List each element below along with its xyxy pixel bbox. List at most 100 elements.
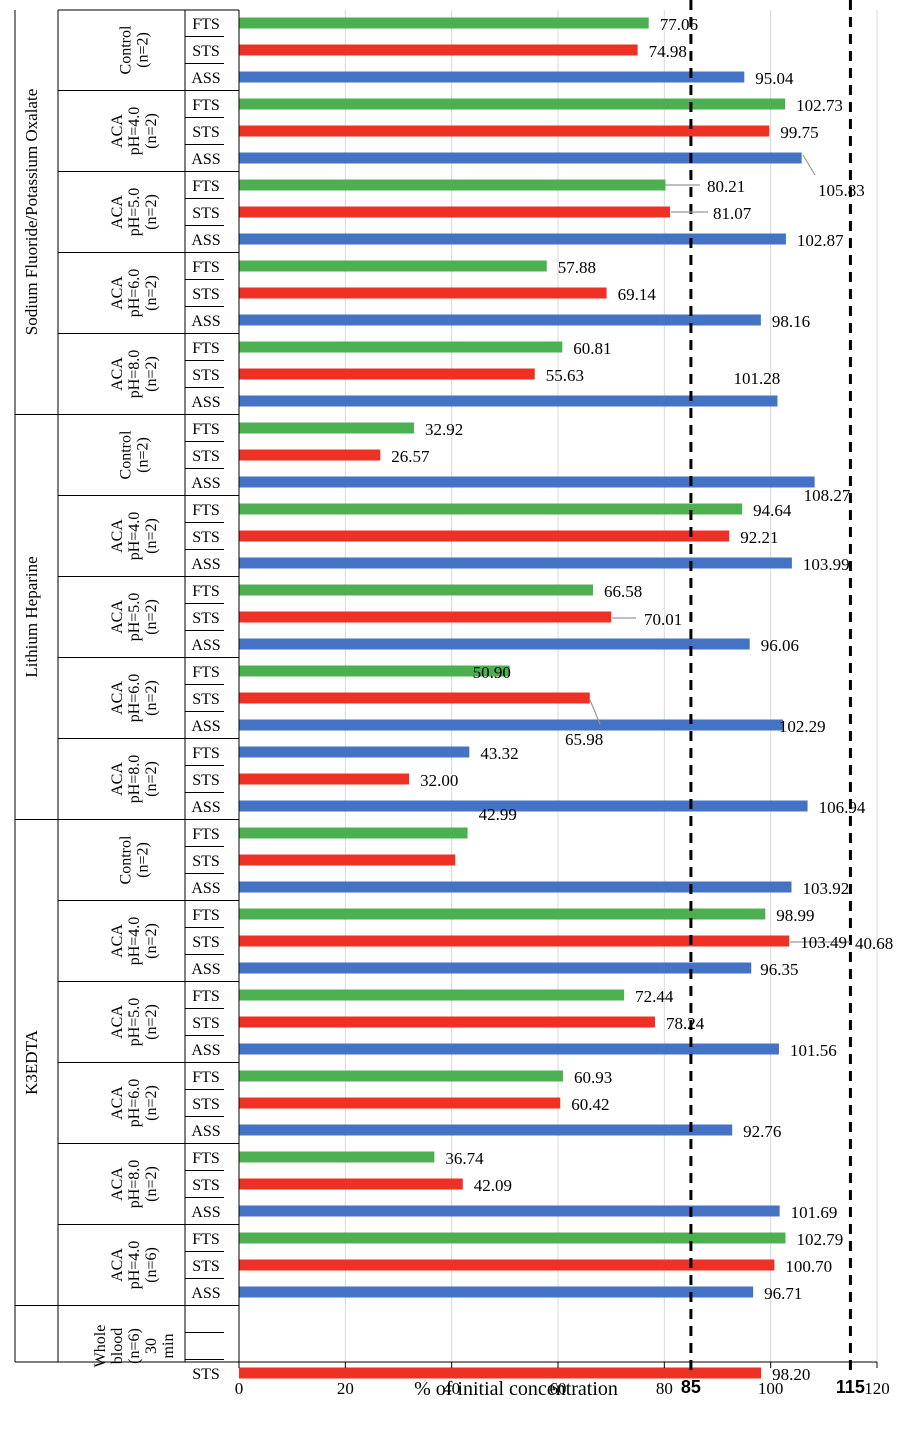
data-label: 77.06 bbox=[660, 15, 698, 34]
data-label: 43.32 bbox=[480, 744, 518, 763]
data-label: 32.92 bbox=[425, 420, 463, 439]
reference-label-115: 115 bbox=[836, 1377, 865, 1397]
bar-sts bbox=[239, 287, 607, 299]
data-label: 96.71 bbox=[764, 1284, 802, 1303]
data-label: 26.57 bbox=[391, 447, 430, 466]
subgroup-label: ACA bbox=[109, 1005, 126, 1039]
subgroup-label: pH=8.0 bbox=[126, 1160, 143, 1209]
subgroup-label: pH=6.0 bbox=[126, 674, 143, 723]
bar-sts bbox=[239, 611, 612, 623]
category-label: ASS bbox=[191, 232, 220, 249]
subgroup-label: (n=2) bbox=[143, 518, 160, 554]
bar-ass bbox=[239, 719, 783, 731]
bar-sts bbox=[239, 1259, 775, 1271]
category-label: STS bbox=[192, 1366, 220, 1383]
subgroup-label: min bbox=[160, 1334, 177, 1359]
bar-ass bbox=[239, 233, 786, 245]
data-label: 60.42 bbox=[571, 1095, 609, 1114]
bar-fts bbox=[239, 422, 415, 434]
subgroup-label: (n=6) bbox=[143, 1247, 160, 1283]
category-label: FTS bbox=[192, 502, 220, 519]
data-label: 40.68 bbox=[855, 934, 893, 953]
subgroup-label: pH=5.0 bbox=[126, 998, 143, 1047]
subgroup-label: ACA bbox=[109, 924, 126, 958]
subgroup-label: pH=6.0 bbox=[126, 1079, 143, 1128]
bar-sts bbox=[239, 449, 381, 461]
category-label: ASS bbox=[191, 70, 220, 87]
x-tick-label: 60 bbox=[550, 1379, 567, 1398]
category-label: FTS bbox=[192, 988, 220, 1005]
bar-sts bbox=[239, 692, 590, 704]
bar-ass bbox=[239, 71, 745, 83]
bar-sts bbox=[239, 935, 790, 947]
bar-sts bbox=[239, 854, 456, 866]
category-label: STS bbox=[192, 529, 220, 546]
data-label: 102.29 bbox=[779, 717, 826, 736]
subgroup-label: ACA bbox=[109, 276, 126, 310]
data-label: 66.58 bbox=[604, 582, 642, 601]
x-tick-label: 0 bbox=[235, 1379, 244, 1398]
x-tick-label: 40 bbox=[443, 1379, 460, 1398]
category-label: FTS bbox=[192, 826, 220, 843]
x-axis: 0 20 40 60 80 100 120 bbox=[15, 1361, 890, 1398]
bar-sts bbox=[239, 1367, 762, 1379]
bar-ass bbox=[239, 314, 761, 326]
bar-fts bbox=[239, 908, 766, 920]
bar-ass bbox=[239, 881, 792, 893]
subgroup-label: (n=2) bbox=[143, 761, 160, 797]
leader-line bbox=[802, 154, 816, 176]
bar-fts bbox=[239, 1232, 786, 1244]
bar-ass bbox=[239, 638, 750, 650]
group-label: K3EDTA bbox=[22, 1029, 41, 1094]
bar-fts bbox=[239, 665, 510, 677]
bar-fts bbox=[239, 260, 547, 272]
data-label: 50.90 bbox=[473, 663, 511, 682]
data-label: 42.09 bbox=[474, 1176, 512, 1195]
subgroup-label: pH=4.0 bbox=[126, 917, 143, 966]
category-label: FTS bbox=[192, 745, 220, 762]
bar-fts bbox=[239, 17, 649, 29]
x-tick-label: 80 bbox=[656, 1379, 673, 1398]
subgroup-label: ACA bbox=[109, 762, 126, 796]
subgroup-label: (n=2) bbox=[143, 599, 160, 635]
category-label: STS bbox=[192, 1258, 220, 1275]
category-label: ASS bbox=[191, 799, 220, 816]
subgroup-label: pH=8.0 bbox=[126, 755, 143, 804]
category-label: ASS bbox=[191, 1285, 220, 1302]
bar-fts bbox=[239, 98, 786, 110]
category-label: FTS bbox=[192, 421, 220, 438]
subgroup-label: pH=4.0 bbox=[126, 512, 143, 561]
category-label: ASS bbox=[191, 556, 220, 573]
subgroup-label: blood bbox=[109, 1328, 126, 1364]
category-label: FTS bbox=[192, 97, 220, 114]
subgroup-label: (n=2) bbox=[135, 32, 152, 68]
bar-ass bbox=[239, 962, 752, 974]
subgroup-label: ACA bbox=[109, 600, 126, 634]
x-axis-label: % of initial concentration bbox=[414, 1378, 618, 1400]
subgroup-label: (n=2) bbox=[143, 1166, 160, 1202]
subgroup-label: (n=2) bbox=[143, 923, 160, 959]
category-axis: FTS STS ASS FTS STS ASS FTS STS ASS FTS STS ASS FTS S… bbox=[14, 9, 240, 1383]
category-label: FTS bbox=[192, 1069, 220, 1086]
data-label: 103.92 bbox=[803, 879, 850, 898]
category-label: FTS bbox=[192, 1150, 220, 1167]
data-label: 101.69 bbox=[791, 1203, 838, 1222]
bar-ass bbox=[239, 1286, 754, 1298]
category-label: STS bbox=[192, 1015, 220, 1032]
subgroup-label: Whole bbox=[92, 1325, 109, 1368]
category-label: FTS bbox=[192, 16, 220, 33]
category-label: ASS bbox=[191, 394, 220, 411]
category-label: FTS bbox=[192, 259, 220, 276]
bar-ass bbox=[239, 395, 778, 407]
x-tick-label: 100 bbox=[758, 1379, 784, 1398]
group-label: Lithium Heparine bbox=[22, 556, 41, 677]
x-tick-label: 120 bbox=[864, 1379, 890, 1398]
data-label: 101.28 bbox=[733, 369, 780, 388]
subgroup-label: Control bbox=[118, 25, 135, 74]
category-label: ASS bbox=[191, 475, 220, 492]
data-label: 98.99 bbox=[776, 906, 814, 925]
data-label: 99.75 bbox=[780, 123, 818, 142]
category-label: STS bbox=[192, 124, 220, 141]
